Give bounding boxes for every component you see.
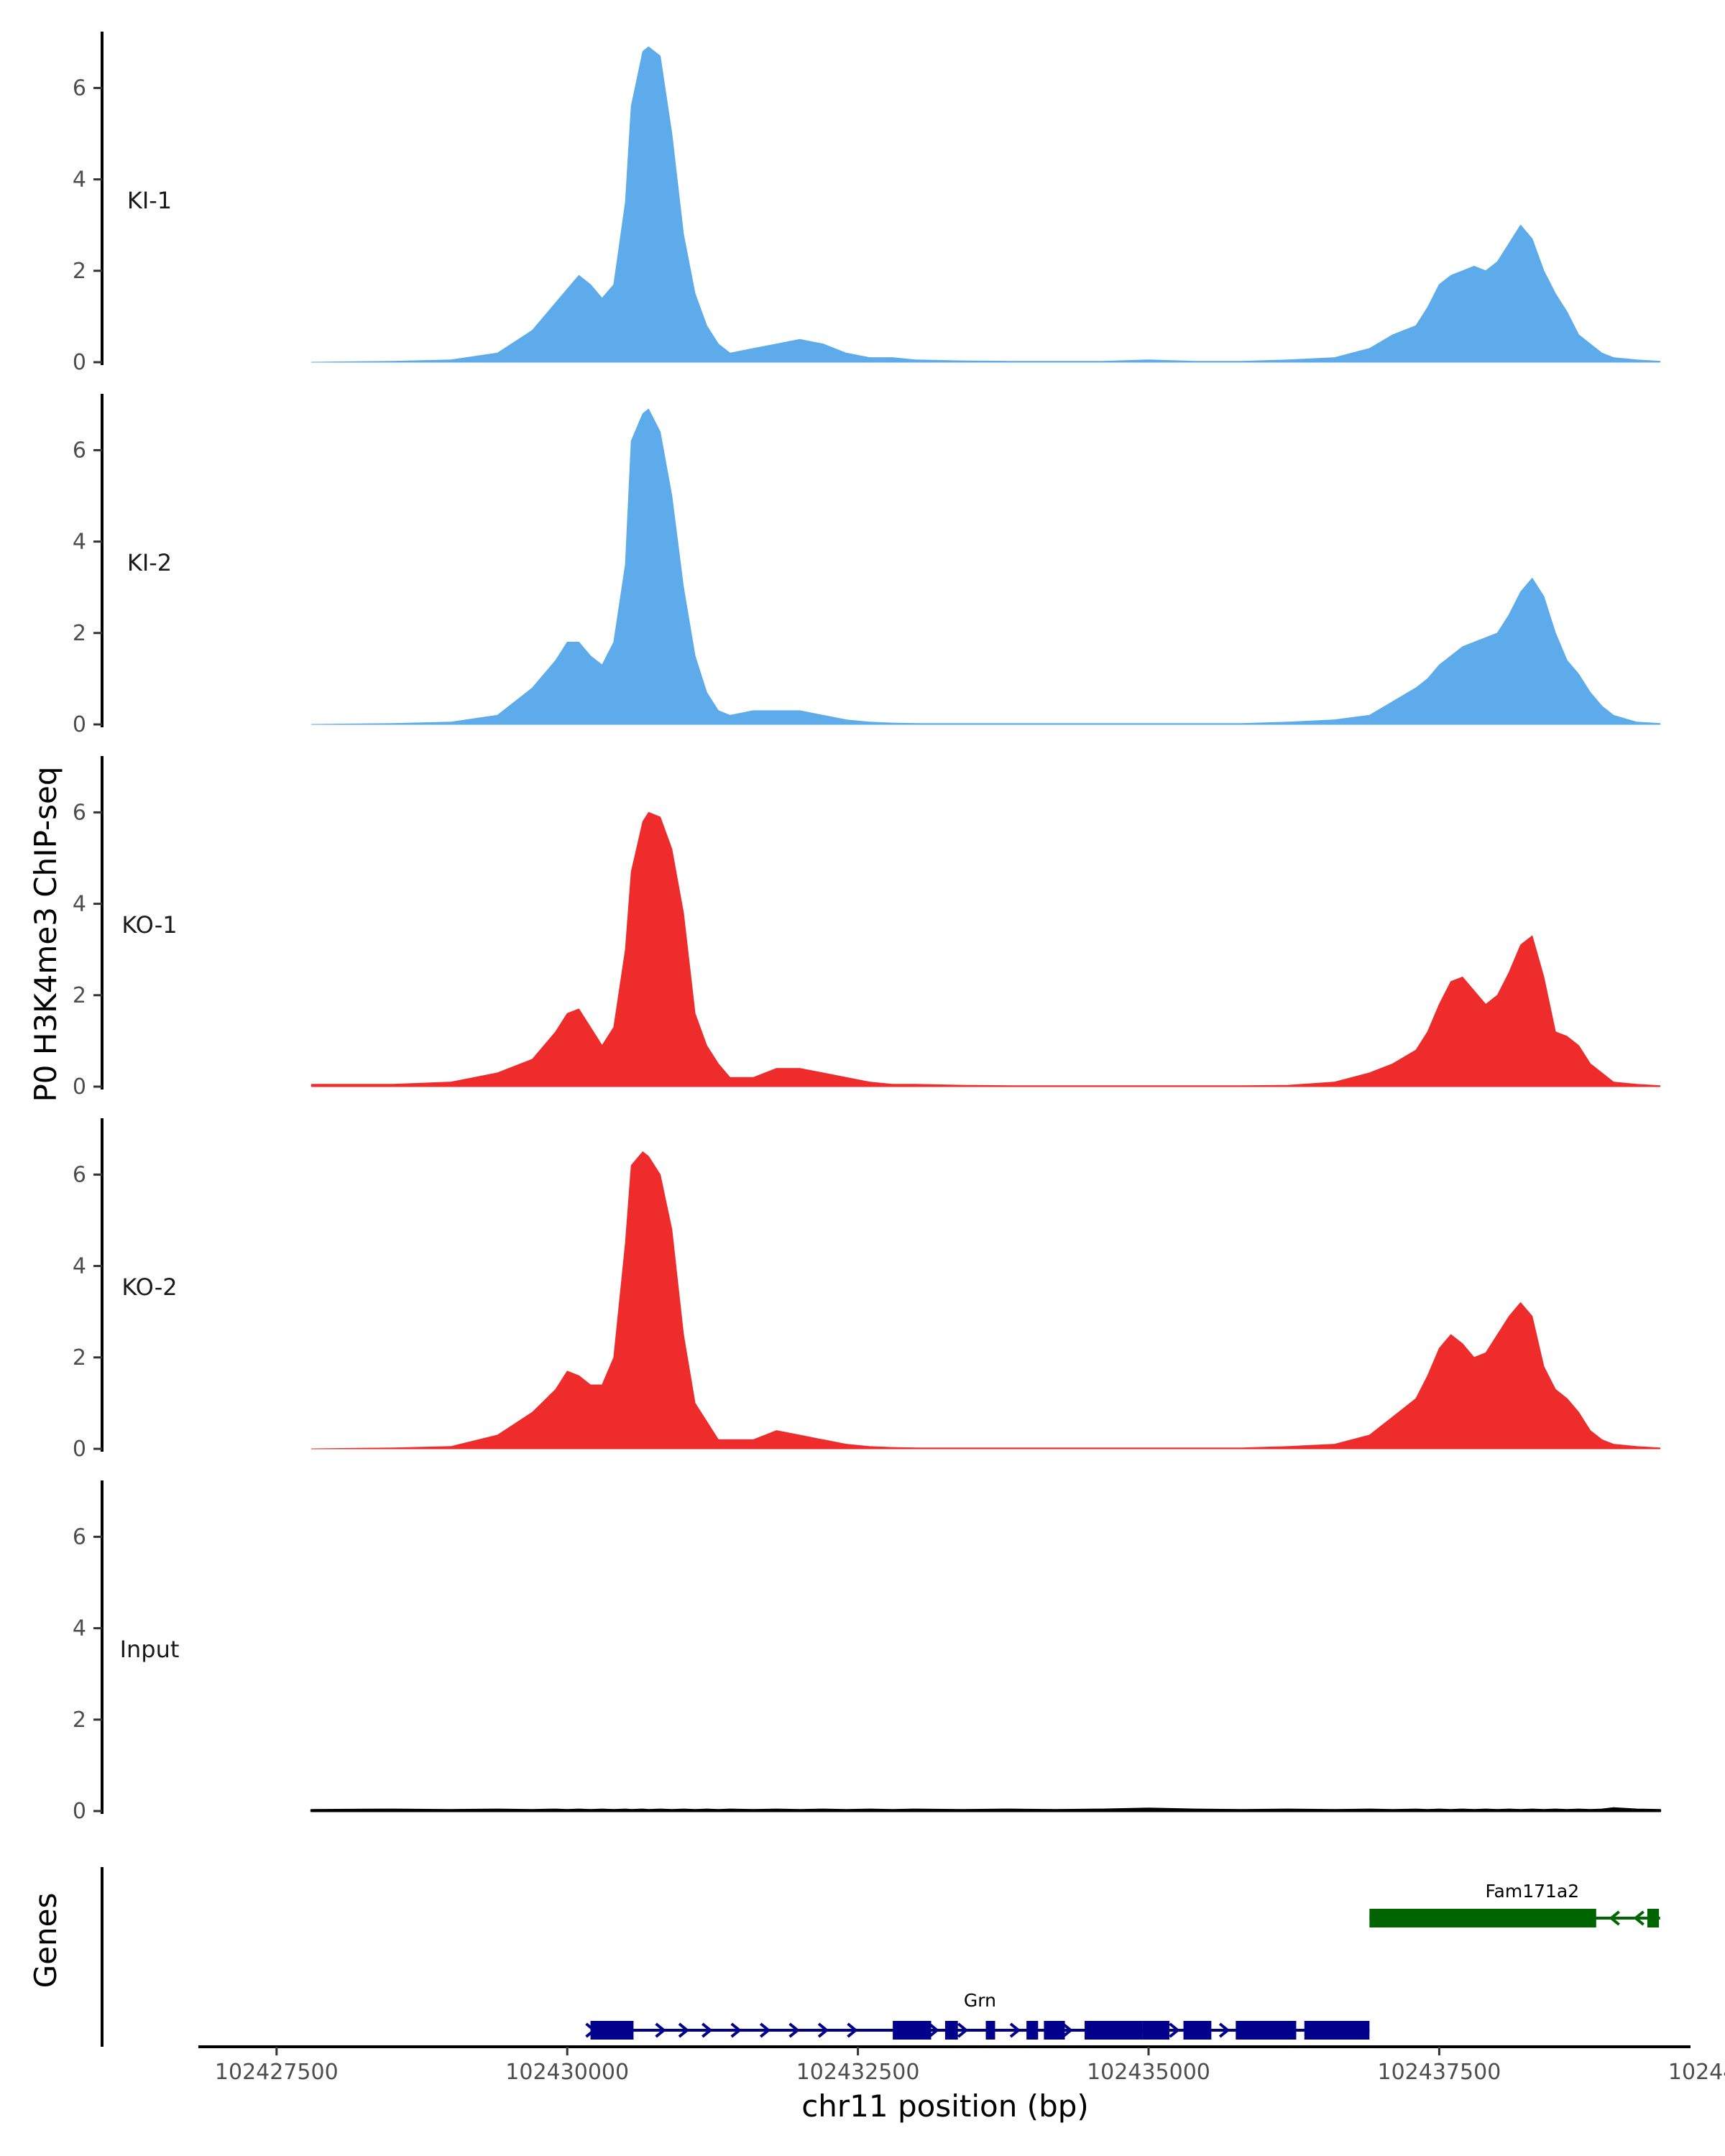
genes-axis-title: Genes [28,1893,63,1989]
y-tick-label: 4 [73,530,86,555]
y-tick-label: 0 [73,1799,86,1824]
gene-exon [1085,2021,1143,2040]
gene-track: Grn Fam171a2 [101,1867,1660,2047]
strand-arrow [655,2022,666,2038]
x-tick-label: 102435000 [1087,2060,1210,2085]
y-tick-label: 0 [73,1437,86,1462]
track-label: KI-1 [127,187,172,214]
y-tick-label: 2 [73,621,86,646]
gene-exon [590,2021,634,2040]
strand-arrow [957,2022,969,2038]
coverage-area [310,46,1661,363]
y-tick-label: 0 [73,1074,86,1100]
track-ki-1: 0 2 4 6 KI-1 [73,32,1661,375]
coverage-tracks: 0 2 4 6 KI-1 0 2 4 6 KI-2 0 2 4 6 KO-1 0 2 4 6 KO-2 0 2 4 6 Inpu… [73,32,1662,1824]
x-tick-label: 102437500 [1378,2060,1501,2085]
gene-exon [893,2021,932,2040]
strand-arrow [1169,2022,1180,2038]
x-axis: 102427500 102430000 102432500 102435000 1024… [198,2045,1725,2085]
strand-arrow [730,2022,742,2038]
y-tick-label: 2 [73,983,86,1008]
y-tick-label: 6 [73,1162,86,1187]
strand-arrow [702,2022,713,2038]
coverage-area [310,1151,1661,1450]
y-tick-label: 4 [73,892,86,917]
gene-exon [1236,2021,1269,2040]
y-tick-label: 0 [73,712,86,737]
strand-arrow [1633,1910,1644,1926]
y-tick-label: 6 [73,800,86,825]
track-label: KO-2 [121,1273,177,1301]
strand-arrow [817,2022,829,2038]
strand-arrow [1218,2022,1230,2038]
strand-arrow [788,2022,800,2038]
y-tick-label: 6 [73,438,86,463]
gene-exon [1304,2021,1370,2040]
gene-fam171a2: Fam171a2 [1369,1881,1660,1927]
gene-exon [985,2021,995,2040]
y-tick-label: 2 [73,1345,86,1370]
x-tick-label: 102440000 [1668,2060,1725,2085]
strand-arrow [928,2022,939,2038]
track-input: 0 2 4 6 Input [73,1480,1662,1824]
gene-name-label: Grn [964,1990,996,2011]
coverage-area [310,1807,1662,1812]
track-ki-2: 0 2 4 6 KI-2 [73,394,1661,737]
y-tick-label: 0 [73,350,86,375]
coverage-area [310,408,1661,725]
gene-exon [1026,2021,1039,2040]
y-tick-label: 6 [73,75,86,101]
gene-exon [1647,1909,1660,1927]
gene-grn: Grn [585,1990,1370,2040]
strand-arrow [678,2022,690,2038]
track-label: KO-1 [121,911,177,939]
x-axis-title: chr11 position (bp) [801,2088,1089,2124]
gene-exon [1142,2021,1170,2040]
gene-exon [1266,2021,1297,2040]
gene-exon [1183,2021,1212,2040]
track-ko-2: 0 2 4 6 KO-2 [73,1118,1661,1462]
y-tick-label: 2 [73,259,86,284]
strand-arrow [847,2022,858,2038]
strand-arrow [1609,1910,1620,1926]
x-tick-label: 102432500 [796,2060,920,2085]
gene-exon [1044,2021,1065,2040]
y-axis-title: P0 H3K4me3 ChIP-seq [28,766,63,1102]
gene-name-label: Fam171a2 [1485,1881,1579,1902]
gene-exon [944,2021,958,2040]
y-tick-label: 4 [73,1254,86,1279]
y-tick-label: 4 [73,167,86,193]
y-tick-label: 4 [73,1616,86,1641]
strand-arrow [1062,2022,1073,2038]
track-ko-1: 0 2 4 6 KO-1 [73,756,1661,1100]
y-tick-label: 6 [73,1524,86,1549]
gene-exon [1369,1909,1596,1927]
track-label: Input [120,1636,180,1663]
strand-arrow [1009,2022,1021,2038]
strand-arrow [759,2022,771,2038]
track-label: KI-2 [127,549,172,576]
y-tick-label: 2 [73,1708,86,1733]
coverage-area [310,811,1661,1087]
x-tick-label: 102427500 [215,2060,339,2085]
x-tick-label: 102430000 [505,2060,629,2085]
